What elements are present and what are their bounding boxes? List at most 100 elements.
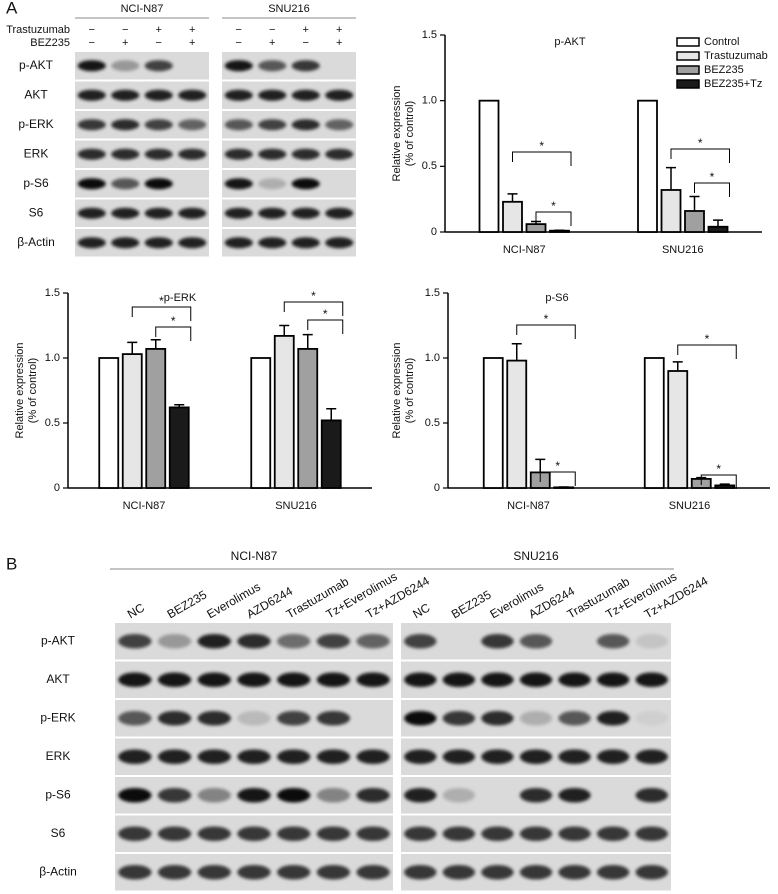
protein-label: p-S6	[23, 176, 49, 190]
band	[144, 60, 173, 72]
error-bar	[127, 341, 138, 355]
blot-strip	[75, 81, 209, 109]
band	[118, 787, 152, 803]
band	[118, 633, 152, 649]
protein-label: p-AKT	[41, 633, 76, 647]
blot-strip	[222, 229, 356, 257]
band	[442, 864, 476, 880]
treatment-sign: −	[269, 24, 275, 36]
band	[596, 826, 630, 842]
blot-strip	[401, 777, 671, 814]
error-bar	[666, 166, 676, 190]
lane-label: NC	[410, 600, 432, 621]
protein-label: β-Actin	[17, 235, 55, 249]
protein-label: S6	[51, 826, 66, 840]
y-tick-label: 0.5	[425, 417, 440, 429]
significance-star: *	[544, 312, 549, 326]
y-axis-label: Relative expression	[14, 343, 26, 439]
bar	[297, 347, 319, 489]
treatment-sign: +	[269, 37, 275, 49]
band	[316, 864, 351, 880]
band	[316, 710, 351, 726]
band	[258, 89, 287, 101]
bar	[714, 484, 736, 489]
band	[144, 89, 173, 101]
lane-label: BEZ235	[165, 587, 210, 621]
y-axis-label: (% of control)	[404, 358, 416, 423]
band	[77, 119, 106, 131]
band	[519, 787, 553, 803]
band	[404, 864, 437, 880]
band	[291, 148, 320, 160]
band	[481, 864, 514, 880]
band	[404, 633, 437, 649]
band	[316, 672, 351, 688]
band	[224, 60, 253, 72]
band	[325, 237, 354, 249]
band	[596, 710, 630, 726]
band	[144, 119, 173, 131]
band	[258, 119, 287, 131]
blot-strip	[115, 777, 393, 814]
bar	[482, 357, 504, 489]
band	[277, 672, 311, 688]
band	[118, 672, 152, 688]
chart-title: p-ERK	[164, 292, 197, 304]
band	[144, 148, 173, 160]
treatment-sign: −	[236, 24, 242, 36]
significance-bracket	[700, 474, 737, 489]
band	[237, 710, 271, 726]
band	[178, 148, 207, 160]
y-axis-label: (% of control)	[27, 358, 39, 423]
band	[144, 178, 173, 190]
band	[519, 633, 553, 649]
blot-strip	[222, 199, 356, 227]
band	[519, 672, 553, 688]
band	[404, 749, 437, 765]
band	[325, 207, 354, 219]
band	[596, 633, 630, 649]
significance-star: *	[716, 462, 721, 476]
blot-strip	[401, 700, 671, 737]
cell-line-label: SNU216	[268, 3, 310, 15]
band	[77, 60, 106, 72]
legend-swatch	[676, 51, 700, 61]
blot-strip	[222, 111, 356, 139]
band	[144, 237, 173, 249]
legend-swatch	[676, 65, 700, 75]
bar	[660, 189, 682, 233]
band	[118, 749, 152, 765]
band	[325, 89, 354, 101]
band	[481, 826, 514, 842]
blot-strip	[75, 140, 209, 168]
band	[316, 787, 351, 803]
band	[291, 237, 320, 249]
legend-label: Trastuzumab	[704, 50, 768, 62]
band	[197, 826, 231, 842]
treatment-label: Trastuzumab	[6, 24, 70, 36]
protein-label: β-Actin	[39, 864, 77, 878]
band	[277, 787, 311, 803]
bar	[168, 406, 190, 489]
band	[77, 207, 106, 219]
band	[237, 826, 271, 842]
y-axis-label: Relative expression	[391, 86, 403, 182]
band	[111, 148, 140, 160]
band	[277, 826, 311, 842]
bar	[121, 353, 143, 489]
band	[635, 749, 668, 765]
bar	[643, 357, 665, 489]
band	[635, 787, 668, 803]
bar	[553, 486, 575, 489]
blot-strip	[401, 661, 671, 698]
band	[356, 749, 390, 765]
band	[157, 749, 192, 765]
cell-line-label: SNU216	[513, 549, 559, 563]
bar	[506, 359, 528, 489]
band	[316, 826, 351, 842]
x-tick-label: SNU216	[669, 500, 711, 512]
band	[258, 207, 287, 219]
band	[111, 89, 140, 101]
band	[277, 710, 311, 726]
error-bar	[689, 195, 700, 211]
